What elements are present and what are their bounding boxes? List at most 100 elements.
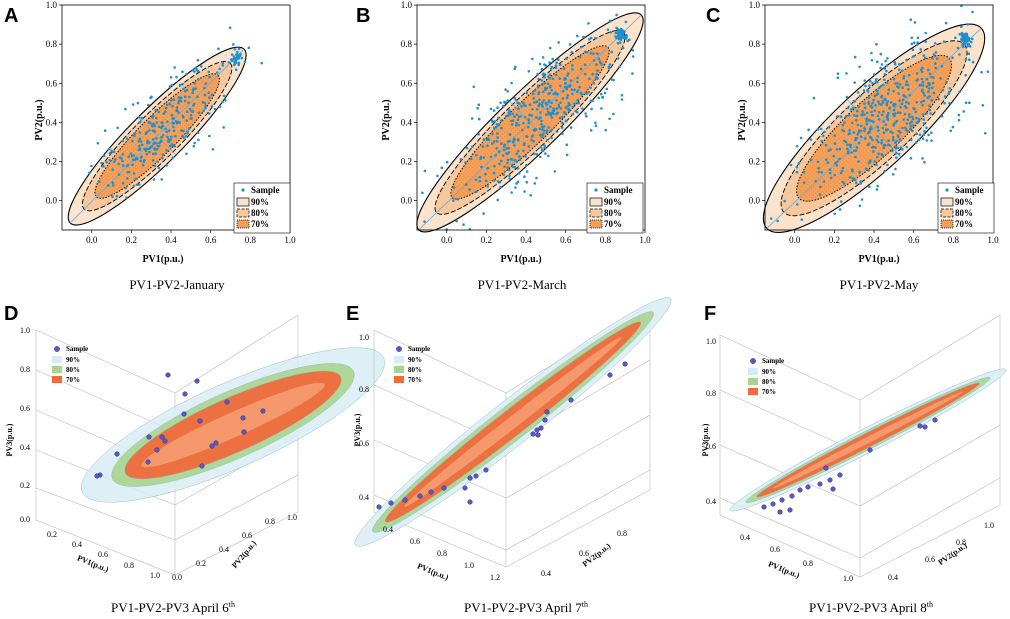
sample-point-A bbox=[169, 76, 173, 79]
sample-point-B bbox=[468, 188, 471, 191]
x-tick-C-1: 0.2 bbox=[829, 235, 840, 245]
x-ticks-F: 0.4 0.6 0.8 1.0 bbox=[740, 533, 853, 583]
y-tick-D-4: 0.8 bbox=[265, 517, 275, 526]
sample-point-B bbox=[571, 92, 574, 96]
sample-point-C bbox=[886, 57, 889, 60]
plot-frame-C bbox=[764, 4, 994, 231]
sample-point-A bbox=[148, 121, 152, 125]
sample-point-B bbox=[619, 38, 623, 41]
sample-point-C bbox=[819, 185, 822, 189]
sample-point-C bbox=[829, 148, 832, 151]
sample-point-D bbox=[240, 415, 246, 421]
sample-point-C bbox=[789, 163, 793, 167]
sample-point-C bbox=[876, 184, 879, 188]
sample-point-B bbox=[544, 113, 548, 116]
sample-point-B bbox=[583, 63, 587, 67]
z-axis-label-E: PV3(p.u.) bbox=[353, 413, 362, 446]
x-tick-B-4: 0.8 bbox=[600, 235, 612, 245]
sample-point-D bbox=[181, 411, 187, 417]
sample-point-C bbox=[920, 70, 924, 74]
axes-box-F bbox=[719, 314, 1001, 578]
sample-point-A bbox=[188, 127, 191, 130]
sample-point-A bbox=[141, 163, 145, 167]
panel-C: C 0.0 0.2 0.4 0.6 0.8 1.0 0.0 0.2 0.4 0.6 0.8 1.0 P… bbox=[706, 0, 999, 292]
sample-point-C bbox=[859, 182, 862, 185]
sample-point-B bbox=[555, 130, 559, 133]
caption-D-main: PV1-PV2-PV3 April 6 bbox=[111, 600, 229, 615]
sample-point-C bbox=[970, 40, 973, 44]
sample-point-B bbox=[578, 55, 582, 59]
y-tick-A-1: 0.2 bbox=[46, 157, 57, 167]
sample-point-A bbox=[133, 132, 137, 135]
sample-point-C bbox=[943, 95, 947, 98]
sample-point-C bbox=[922, 54, 926, 57]
sample-point-B bbox=[535, 116, 538, 119]
sample-point-B bbox=[541, 133, 545, 136]
sample-point-A bbox=[232, 55, 236, 58]
x-tick-F-0: 0.4 bbox=[740, 533, 750, 542]
sample-point-C bbox=[881, 99, 885, 103]
sample-point-C bbox=[880, 141, 883, 145]
sample-point-C bbox=[920, 100, 923, 104]
legend-sample-E: Sample bbox=[408, 345, 430, 353]
sample-point-A bbox=[192, 104, 195, 107]
sample-point-F bbox=[827, 477, 833, 483]
sample-point-B bbox=[592, 52, 595, 55]
sample-point-B bbox=[579, 91, 583, 95]
sample-point-A bbox=[175, 75, 178, 79]
sample-point-B bbox=[620, 94, 624, 97]
sample-point-C bbox=[893, 60, 896, 64]
sample-point-E bbox=[428, 489, 434, 495]
sample-point-A bbox=[170, 143, 174, 146]
sample-point-C bbox=[912, 124, 915, 127]
sample-point-B bbox=[578, 85, 581, 89]
sample-point-C bbox=[964, 58, 968, 61]
sample-point-B bbox=[533, 152, 536, 156]
sample-point-A bbox=[143, 158, 146, 162]
sample-point-A bbox=[182, 87, 185, 91]
sample-point-A bbox=[132, 172, 136, 175]
minor-axis-C bbox=[846, 98, 902, 158]
legend-90-B: 90% bbox=[604, 197, 622, 207]
x-tick-E-0: 0.4 bbox=[383, 525, 393, 534]
sample-point-C bbox=[922, 118, 926, 121]
sample-point-C bbox=[841, 123, 845, 127]
sample-point-C bbox=[892, 112, 895, 116]
sample-point-B bbox=[566, 74, 569, 77]
sample-point-A bbox=[240, 56, 244, 60]
sample-point-A bbox=[166, 135, 169, 139]
sample-point-B bbox=[554, 91, 557, 94]
sample-point-B bbox=[506, 140, 510, 143]
sample-point-C bbox=[857, 160, 860, 163]
sample-point-B bbox=[452, 199, 455, 202]
sample-point-A bbox=[197, 111, 201, 114]
sample-point-C bbox=[875, 78, 878, 81]
sample-point-C bbox=[894, 167, 897, 171]
sample-point-C bbox=[859, 180, 863, 183]
legend-sample-B: Sample bbox=[604, 185, 633, 195]
sample-point-A bbox=[196, 58, 200, 62]
sample-point-B bbox=[532, 139, 535, 143]
sample-point-B bbox=[535, 152, 539, 156]
sample-point-A bbox=[171, 156, 175, 159]
sample-point-C bbox=[877, 140, 880, 144]
sample-point-B bbox=[489, 107, 493, 111]
sample-point-B bbox=[525, 135, 529, 138]
legend-swatch-70-F bbox=[748, 388, 758, 395]
sample-point-C bbox=[909, 156, 913, 160]
sample-point-C bbox=[877, 100, 880, 103]
sample-point-C bbox=[882, 120, 886, 123]
sample-point-C bbox=[855, 146, 859, 149]
sample-point-C bbox=[886, 128, 889, 131]
sample-point-B bbox=[584, 112, 587, 115]
sample-point-C bbox=[875, 155, 879, 159]
sample-point-C bbox=[922, 91, 925, 95]
sample-point-B bbox=[477, 103, 481, 106]
sample-point-C bbox=[895, 151, 898, 155]
sample-point-C bbox=[958, 90, 961, 94]
sample-point-B bbox=[608, 63, 612, 66]
sample-point-B bbox=[486, 185, 490, 188]
sample-point-C bbox=[886, 163, 889, 167]
sample-point-B bbox=[503, 165, 506, 168]
sample-point-C bbox=[853, 114, 856, 117]
